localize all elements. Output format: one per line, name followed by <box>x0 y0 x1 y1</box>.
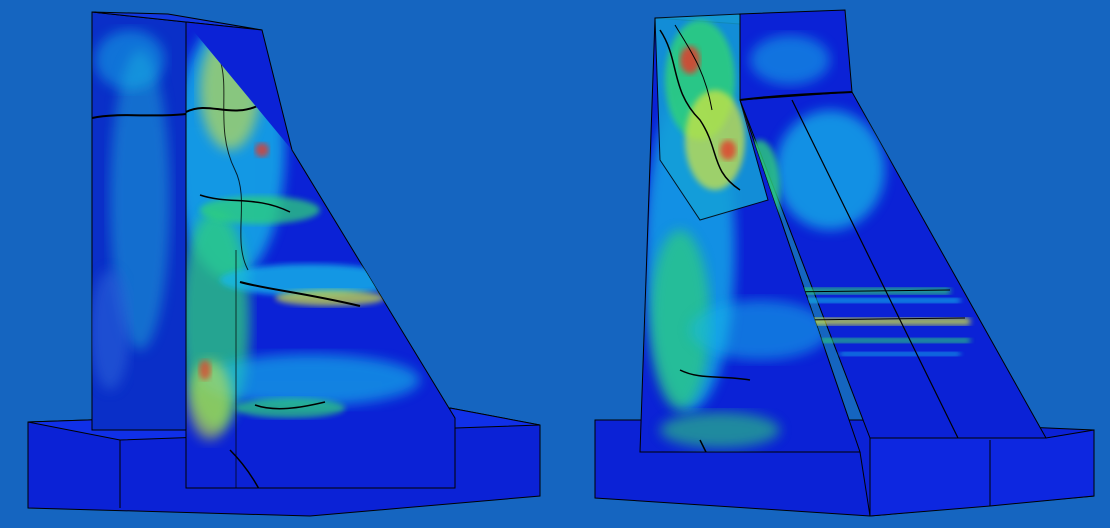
left-upstream-face <box>91 11 187 431</box>
dam-view-left <box>27 11 541 517</box>
dam-view-right <box>594 9 1095 517</box>
left-downstream-face <box>185 21 456 489</box>
right-crown-damage <box>654 13 769 221</box>
